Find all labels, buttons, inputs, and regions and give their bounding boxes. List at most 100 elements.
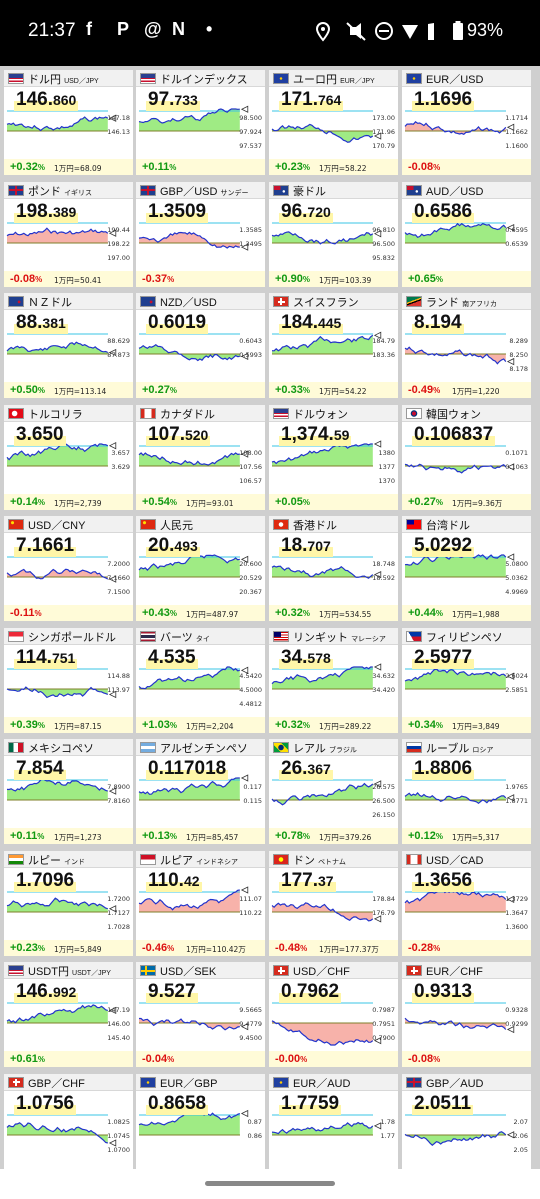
currency-card[interactable]: GBP／AUD 2.0511 2.07 2.06 2.05 bbox=[402, 1073, 531, 1169]
currency-card[interactable]: ランド 南アフリカ 8.194 8.289 8.250 8.178 -0.49% 1万円=1… bbox=[402, 293, 531, 398]
axis-label: 0.1063 bbox=[505, 462, 528, 471]
currency-card[interactable]: レアル ブラジル 26.367 26.575 26.500 26.150 +0.78% 1万… bbox=[269, 739, 398, 844]
currency-card[interactable]: フィリピンペソ 2.5977 2.6024 2.5851 +0.34% 1万円=3,849 bbox=[402, 627, 531, 733]
currency-name-main: EUR／CHF bbox=[426, 966, 483, 978]
currency-card[interactable]: GBP／USD サンデー 1.3509 1.3585 1.3495 -0.37% bbox=[136, 181, 265, 287]
currency-card[interactable]: シンガポールドル 114.751 114.88 113.97 +0.39% 1万円=87.… bbox=[4, 627, 133, 733]
axis-label: 147.18 bbox=[107, 114, 130, 122]
flag-ar-icon bbox=[140, 742, 156, 753]
chart-fill bbox=[7, 1122, 108, 1143]
currency-card[interactable]: メキシコペソ 7.854 7.8900 7.8160 +0.11% 1万円=1,273 bbox=[4, 739, 133, 844]
card-header: アルゼンチンペソ bbox=[136, 739, 265, 756]
current-price: 177.37 bbox=[279, 869, 336, 892]
flag-us-icon bbox=[8, 965, 24, 976]
currency-card[interactable]: ルピー インド 1.7096 1.7200 1.7127 1.7028 +0.23% 1万円… bbox=[4, 850, 133, 956]
axis-label: 0.115 bbox=[243, 797, 262, 805]
currency-card[interactable]: USD／CAD 1.3656 1.3729 1.3647 1.3600 -0.28% bbox=[402, 850, 531, 956]
price-main: 20. bbox=[148, 535, 175, 556]
axis-label: 0.9299 bbox=[505, 1020, 528, 1028]
currency-card[interactable]: EUR／CHF 0.9313 0.9328 0.9299 -0.08% bbox=[402, 962, 531, 1067]
change-percent: +0.11% bbox=[142, 161, 176, 173]
currency-card[interactable]: ユーロ円 EUR／JPY 171.764 173.00 171.96 170.79 +0.… bbox=[269, 70, 398, 175]
currency-card[interactable]: 人民元 20.493 20.600 20.529 20.367 +0.43% 1万円=487… bbox=[136, 516, 265, 621]
yen-conversion: 1万円=87.15 bbox=[54, 721, 102, 731]
currency-name-main: USDT円 bbox=[28, 966, 69, 978]
price-decimals: 720 bbox=[307, 203, 331, 220]
currency-card[interactable]: ドル円 USD／JPY 146.860 147.18 146.13 +0.32% 1万円=… bbox=[4, 70, 133, 175]
axis-label: 0.6539 bbox=[505, 239, 528, 248]
currency-card[interactable]: USD／CNY 7.1661 7.2000 7.1660 7.1500 -0.11% bbox=[4, 516, 133, 621]
price-line bbox=[271, 565, 374, 579]
card-header: NZD／USD bbox=[136, 293, 265, 310]
currency-card[interactable]: ＮＺドル 88.381 88.629 87.873 +0.50% 1万円=113.14 bbox=[4, 293, 133, 398]
flag-us-icon bbox=[8, 73, 24, 84]
flag-cn-icon bbox=[8, 519, 24, 530]
card-footer bbox=[269, 270, 398, 287]
currency-card[interactable]: 台湾ドル 5.0292 5.0800 5.0362 4.9969 +0.44% 1万円=1,… bbox=[402, 516, 531, 621]
currency-card[interactable]: スイスフラン 184.445 184.79 183.36 +0.33% 1万円=54.22 bbox=[269, 293, 398, 398]
card-header: ドルウォン bbox=[269, 404, 398, 422]
change-value: -0.28 bbox=[408, 941, 434, 954]
current-price-marker bbox=[373, 229, 382, 237]
price-line bbox=[271, 334, 374, 352]
currency-card[interactable]: EUR／USD 1.1696 1.1714 1.1662 1.1600 -0.08% bbox=[402, 70, 531, 175]
axis-label: 2.05 bbox=[513, 1145, 528, 1154]
price-main: 184. bbox=[281, 312, 318, 333]
flag-eu-icon bbox=[273, 73, 289, 84]
currency-card[interactable]: 香港ドル 18.707 18.748 18.592 +0.32% 1万円=534.55 bbox=[269, 516, 398, 621]
currency-card[interactable]: EUR／AUD 1.7759 1.78 1.77 bbox=[269, 1073, 398, 1169]
currency-card[interactable]: カナダドル 107.520 108.00 107.56 106.57 +0.54% 1万円=… bbox=[136, 404, 265, 510]
change-value: -0.46 bbox=[142, 941, 168, 954]
price-main: 0.9313 bbox=[414, 981, 473, 1002]
currency-card[interactable]: ルーブル ロシア 1.8806 1.9765 1.8771 +0.12% 1万円=5,31… bbox=[402, 739, 531, 844]
percent-sign: % bbox=[37, 720, 45, 730]
currency-card[interactable]: ドルウォン 1,374.59 1380 1377 1370 +0.05% bbox=[269, 404, 398, 510]
price-main: 2.5977 bbox=[414, 646, 473, 668]
change-percent: -0.08% bbox=[10, 273, 42, 285]
axis-label: 7.1660 bbox=[107, 574, 130, 582]
price-main: 1.7759 bbox=[281, 1092, 340, 1114]
currency-card[interactable]: USDT円 USDT／JPY 146.992 147.19 146.00 145.40 +… bbox=[4, 962, 133, 1067]
current-price-marker bbox=[373, 780, 382, 788]
currency-name: GBP／AUD bbox=[426, 1075, 483, 1091]
currency-name-main: ドル円 bbox=[28, 74, 61, 86]
card-header: EUR／USD bbox=[402, 70, 531, 87]
mini-chart bbox=[271, 556, 382, 579]
currency-card[interactable]: NZD／USD 0.6019 0.6043 0.5993 +0.27% bbox=[136, 293, 265, 398]
currency-card[interactable]: ルピア インドネシア 110.42 111.07 110.22 -0.46% 1万円=11… bbox=[136, 850, 265, 956]
home-gesture-handle[interactable] bbox=[205, 1181, 335, 1186]
currency-card[interactable]: ドン ベトナム 177.37 178.84 176.79 -0.48% 1万円=177.3… bbox=[269, 850, 398, 956]
card-header: ドル円 USD／JPY bbox=[4, 70, 133, 87]
card-footer bbox=[136, 382, 265, 398]
axis-label: 171.96 bbox=[372, 128, 395, 136]
card-header: EUR／GBP bbox=[136, 1073, 265, 1091]
currency-card[interactable]: 豪ドル 96.720 96.810 96.500 95.832 +0.90% 1万円=103… bbox=[269, 181, 398, 287]
change-percent: +0.44% bbox=[408, 607, 443, 619]
current-price-marker bbox=[240, 1109, 249, 1117]
currency-card[interactable]: 韓国ウォン 0.106837 0.1071 0.1063 +0.27% 1万円=9.36万 bbox=[402, 404, 531, 510]
currency-name-main: ルピア bbox=[160, 854, 193, 867]
axis-label: 4.5000 bbox=[239, 685, 262, 694]
current-price: 0.117018 bbox=[146, 758, 229, 780]
currency-card[interactable]: USD／CHF 0.7962 0.7987 0.7951 0.7900 -0.00% bbox=[269, 962, 398, 1067]
axis-label: 1.3585 bbox=[239, 225, 262, 234]
currency-card[interactable]: ポンド イギリス 198.389 199.44 198.22 197.00 -0.08% 1… bbox=[4, 181, 133, 287]
currency-card[interactable]: リンギット マレーシア 34.578 34.632 34.420 +0.32% 1万円=2… bbox=[269, 627, 398, 733]
currency-card[interactable]: アルゼンチンペソ 0.117018 0.117 0.115 +0.13% 1万円=85,4… bbox=[136, 739, 265, 844]
price-main: 114. bbox=[16, 646, 52, 668]
currency-card[interactable]: ドルインデックス 97.733 98.500 97.924 97.537 +0.11% bbox=[136, 70, 265, 175]
currency-card[interactable]: GBP／CHF 1.0756 1.0825 1.0745 1.0700 bbox=[4, 1073, 133, 1169]
yen-conversion: 1万円=177.37万 bbox=[319, 944, 379, 954]
currency-card[interactable]: トルコリラ 3.650 3.657 3.629 +0.14% 1万円=2,739 bbox=[4, 404, 133, 510]
currency-card[interactable]: バーツ タイ 4.535 4.5420 4.5000 4.4812 +1.03% 1万円=2… bbox=[136, 627, 265, 733]
axis-label: 7.1500 bbox=[107, 588, 130, 596]
currency-card[interactable]: AUD／USD 0.6586 0.6595 0.6539 +0.65% bbox=[402, 181, 531, 287]
current-price: 0.6586 bbox=[412, 200, 475, 223]
chart-fill bbox=[272, 124, 373, 143]
currency-name-main: ルピー bbox=[28, 854, 61, 867]
p-app-icon: P bbox=[117, 19, 130, 39]
currency-card[interactable]: EUR／GBP 0.8658 0.87 0.86 bbox=[136, 1073, 265, 1169]
currency-card[interactable]: USD／SEK 9.527 9.5665 9.4779 9.4500 -0.04% bbox=[136, 962, 265, 1067]
axis-label: 2.06 bbox=[513, 1131, 528, 1140]
card-header: EUR／CHF bbox=[402, 962, 531, 979]
